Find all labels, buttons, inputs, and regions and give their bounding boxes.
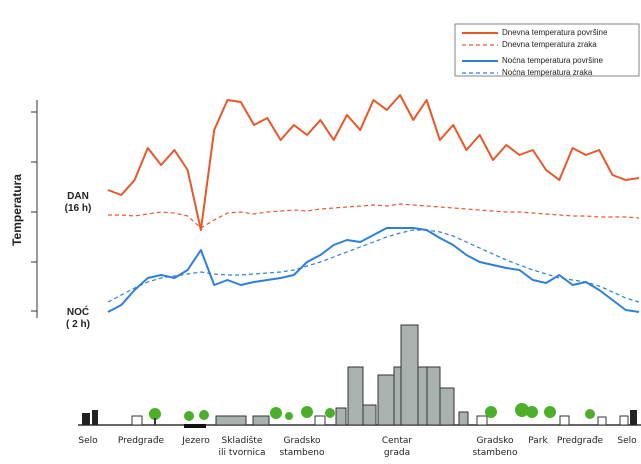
legend-label: Noćna temperatura površine [502, 56, 603, 65]
y-axis-label: Temperatura [10, 174, 24, 246]
x-tick-label: Skladište ili tvornica [219, 435, 266, 458]
x-tick-label: Park [528, 436, 548, 446]
x-tick-label: Gradsko stambeno [280, 436, 325, 458]
x-tick-label: Centar grada [382, 436, 413, 458]
x-tick-label: Predgrađe [557, 436, 604, 446]
series-line [107, 229, 640, 303]
legend-label: Dnevna temperatura površine [502, 28, 608, 37]
x-tick-label: Selo [78, 436, 98, 446]
legend-label: Noćna temperatura zraka [502, 68, 593, 77]
x-tick-label: Selo [617, 436, 637, 446]
legend-label: Dnevna temperatura zraka [502, 40, 597, 49]
x-tick-label: Jezero [181, 436, 210, 446]
series-line [107, 94, 640, 231]
x-tick-label: Gradsko stambeno [473, 436, 518, 458]
series-line [108, 203, 640, 229]
annotation: DAN (16 h) [65, 191, 92, 214]
series-line [107, 227, 640, 313]
skyline [78, 324, 641, 428]
annotation: NOĆ( 2 h) [66, 305, 90, 330]
x-tick-label: Predgrađe [118, 436, 165, 446]
